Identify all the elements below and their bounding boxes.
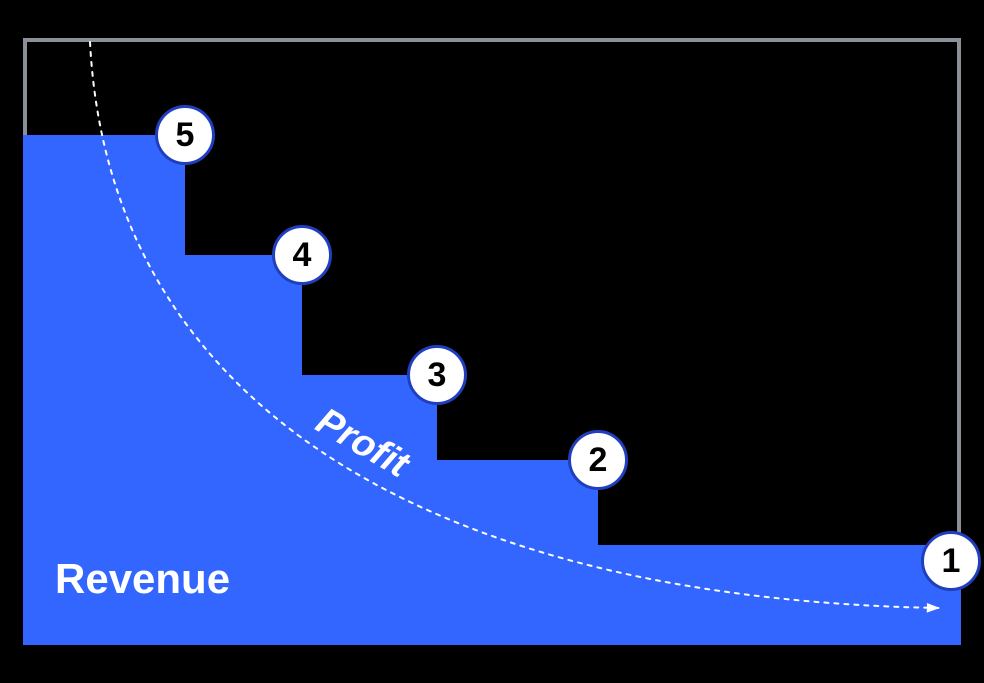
badge-5: 5 — [155, 105, 215, 165]
badge-3-label: 3 — [428, 356, 447, 395]
label-revenue: Revenue — [55, 555, 230, 603]
badge-4: 4 — [272, 225, 332, 285]
badge-4-label: 4 — [293, 236, 312, 275]
chart-stage: Profit Revenue 54321 — [0, 0, 984, 683]
badge-1: 1 — [921, 531, 981, 591]
badge-2: 2 — [568, 430, 628, 490]
badge-3: 3 — [407, 345, 467, 405]
badge-1-label: 1 — [942, 542, 961, 581]
badge-2-label: 2 — [589, 441, 608, 480]
badge-5-label: 5 — [176, 116, 195, 155]
